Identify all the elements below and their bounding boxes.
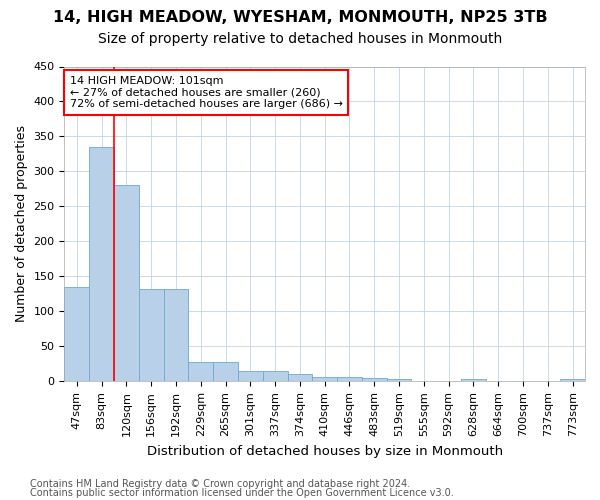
Text: Contains public sector information licensed under the Open Government Licence v3: Contains public sector information licen… [30,488,454,498]
Bar [188,362,213,382]
Bar [263,371,287,382]
Text: 14 HIGH MEADOW: 101sqm
← 27% of detached houses are smaller (260)
72% of semi-de: 14 HIGH MEADOW: 101sqm ← 27% of detached… [70,76,343,109]
Y-axis label: Number of detached properties: Number of detached properties [15,126,28,322]
Text: Contains HM Land Registry data © Crown copyright and database right 2024.: Contains HM Land Registry data © Crown c… [30,479,410,489]
Bar [238,371,263,382]
Bar [64,287,89,382]
Bar [213,362,238,382]
Bar [114,186,139,382]
Bar [287,374,313,382]
Bar [313,377,337,382]
Bar [461,378,486,382]
Text: 14, HIGH MEADOW, WYESHAM, MONMOUTH, NP25 3TB: 14, HIGH MEADOW, WYESHAM, MONMOUTH, NP25… [53,10,547,25]
Bar [337,377,362,382]
Bar [560,379,585,382]
Bar [362,378,386,382]
Bar [139,289,164,382]
Bar [89,147,114,382]
Bar [164,289,188,382]
Bar [386,379,412,382]
Text: Size of property relative to detached houses in Monmouth: Size of property relative to detached ho… [98,32,502,46]
X-axis label: Distribution of detached houses by size in Monmouth: Distribution of detached houses by size … [146,444,503,458]
